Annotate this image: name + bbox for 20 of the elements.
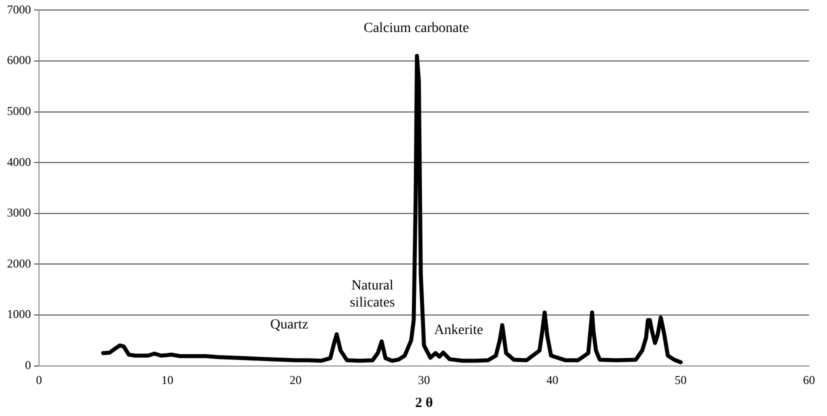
x-tick-label: 60 [803, 373, 815, 388]
x-tick-label: 50 [674, 373, 687, 388]
x-tick-label: 0 [36, 373, 42, 388]
y-tick-label: 0 [25, 358, 31, 372]
y-tick-label: 2000 [7, 256, 31, 270]
y-tick-label: 5000 [7, 104, 31, 118]
y-tick-label: 3000 [7, 206, 31, 220]
annotation: Calcium carbonate [364, 20, 469, 36]
annotation: Ankerite [434, 323, 484, 338]
x-tick-label: 30 [418, 373, 430, 388]
y-tick-label: 1000 [7, 307, 31, 322]
annotation: Quartz [270, 318, 308, 333]
x-tick-label: 10 [161, 373, 174, 388]
annotation: Natural silicates [350, 278, 395, 311]
y-tick-label: 6000 [7, 53, 31, 68]
y-tick-label: 4000 [7, 154, 31, 169]
x-tick-label: 40 [546, 373, 558, 388]
y-tick-label: 7000 [7, 2, 31, 16]
x-tick-label: 20 [290, 373, 302, 388]
x-axis-title: 2 θ [415, 396, 433, 412]
